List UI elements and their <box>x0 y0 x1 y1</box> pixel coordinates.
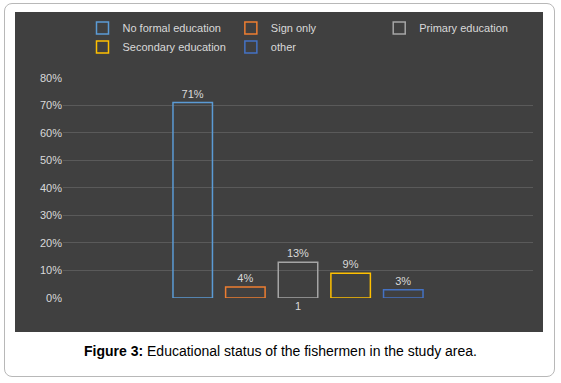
svg-text:50%: 50% <box>40 154 62 166</box>
svg-text:1: 1 <box>295 300 301 312</box>
svg-text:71%: 71% <box>182 88 204 100</box>
svg-text:13%: 13% <box>287 247 309 259</box>
svg-text:80%: 80% <box>40 72 62 84</box>
svg-text:4%: 4% <box>237 272 253 284</box>
svg-text:Primary education: Primary education <box>419 22 508 34</box>
svg-text:10%: 10% <box>40 264 62 276</box>
svg-text:40%: 40% <box>40 182 62 194</box>
svg-text:30%: 30% <box>40 209 62 221</box>
svg-text:60%: 60% <box>40 127 62 139</box>
html-text:Figure 3: Educational status o: Figure 3: Educational status of the fish… <box>84 343 477 359</box>
svg-text:other: other <box>271 41 296 53</box>
svg-text:Secondary education: Secondary education <box>123 41 226 53</box>
svg-text:20%: 20% <box>40 237 62 249</box>
svg-text:3%: 3% <box>395 275 411 287</box>
svg-text:9%: 9% <box>343 258 359 270</box>
svg-text:No formal education: No formal education <box>123 22 221 34</box>
svg-text:Sign only: Sign only <box>271 22 317 34</box>
svg-text:70%: 70% <box>40 99 62 111</box>
svg-text:0%: 0% <box>46 292 62 304</box>
